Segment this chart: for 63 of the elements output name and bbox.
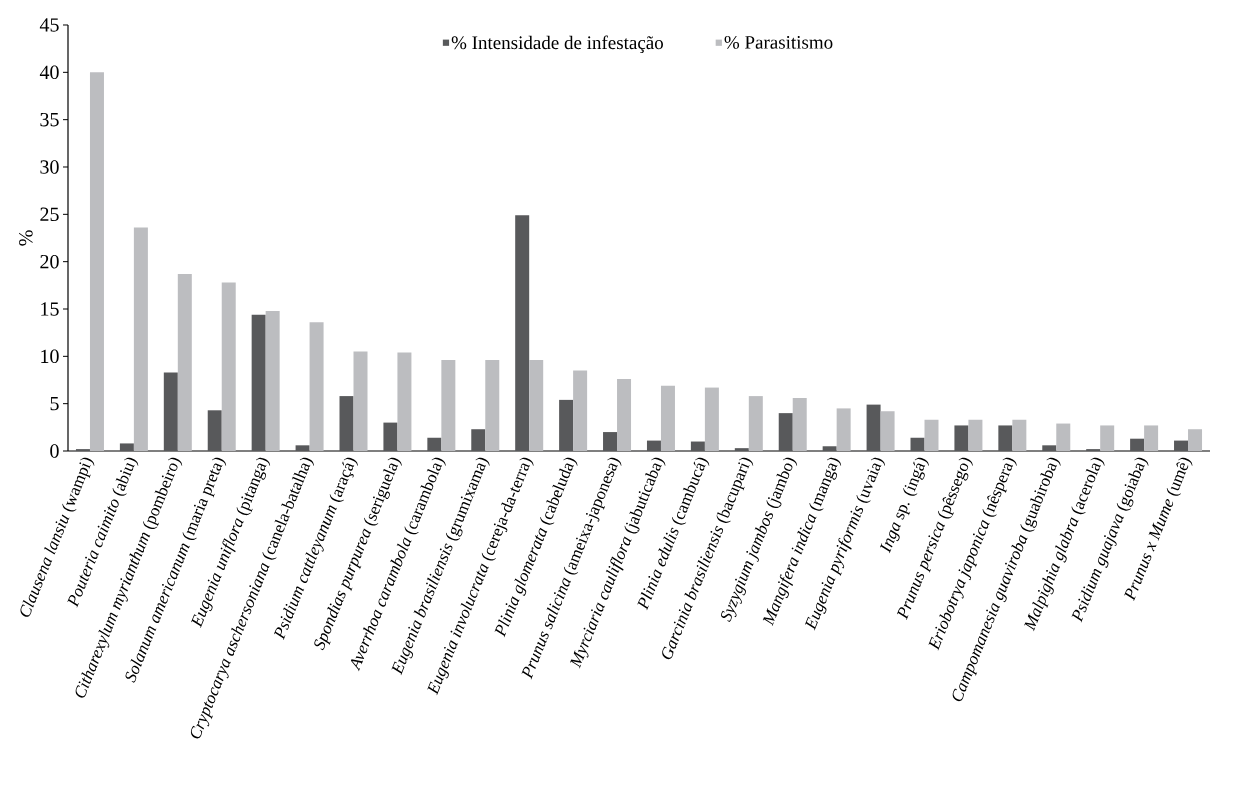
bar <box>309 322 324 451</box>
y-axis-title: % <box>19 230 33 246</box>
bar <box>1056 423 1071 451</box>
bar <box>1100 425 1115 451</box>
bar <box>910 437 925 451</box>
bar <box>646 440 661 451</box>
y-tick-label: 5 <box>50 397 59 411</box>
y-tick-label: 10 <box>41 349 59 364</box>
bar <box>471 429 486 451</box>
bar <box>485 360 500 451</box>
bar <box>1012 419 1027 451</box>
bar <box>866 404 881 451</box>
bar <box>133 227 148 451</box>
bar <box>704 387 719 451</box>
bar <box>573 370 588 451</box>
bar <box>748 396 763 451</box>
bar <box>177 273 192 451</box>
bar <box>880 411 895 451</box>
bar <box>119 443 134 451</box>
bar <box>954 425 969 451</box>
bar <box>353 351 368 451</box>
bar <box>221 282 236 451</box>
y-tick-label: 30 <box>40 160 59 174</box>
bar <box>163 372 178 451</box>
bar <box>617 379 632 451</box>
bar <box>339 396 354 451</box>
bar <box>836 408 851 451</box>
bar <box>1130 438 1145 451</box>
bar <box>397 352 412 451</box>
bar <box>515 215 530 451</box>
y-tick-label: 35 <box>40 112 59 127</box>
bar <box>251 314 266 451</box>
y-tick-label: 20 <box>40 254 59 269</box>
bar <box>924 419 939 451</box>
bar <box>968 419 983 451</box>
y-tick-label: 25 <box>40 207 59 222</box>
bar <box>559 399 574 451</box>
bar <box>1144 425 1159 451</box>
bar <box>427 437 442 451</box>
bar <box>1042 445 1057 451</box>
bar <box>1174 440 1189 451</box>
bar <box>734 448 749 451</box>
bar <box>660 385 675 451</box>
bar <box>89 72 104 451</box>
bar <box>529 360 544 451</box>
bar <box>1188 429 1203 451</box>
y-tick-label: 0 <box>50 444 59 458</box>
bar <box>207 410 222 451</box>
bar <box>998 425 1013 451</box>
bar <box>441 360 456 451</box>
y-tick-label: 40 <box>39 65 59 80</box>
y-tick-label: 45 <box>39 18 59 32</box>
y-tick-label: 15 <box>41 302 59 316</box>
legend-label: % Intensidade de infestação <box>451 35 663 53</box>
bar <box>690 441 705 451</box>
bar <box>822 446 837 451</box>
bar <box>265 310 280 451</box>
bar <box>778 413 793 451</box>
bar <box>295 445 310 451</box>
bar <box>603 432 618 451</box>
bar <box>792 397 807 451</box>
legend-label: % Parasitismo <box>724 35 833 49</box>
bar <box>383 422 398 451</box>
